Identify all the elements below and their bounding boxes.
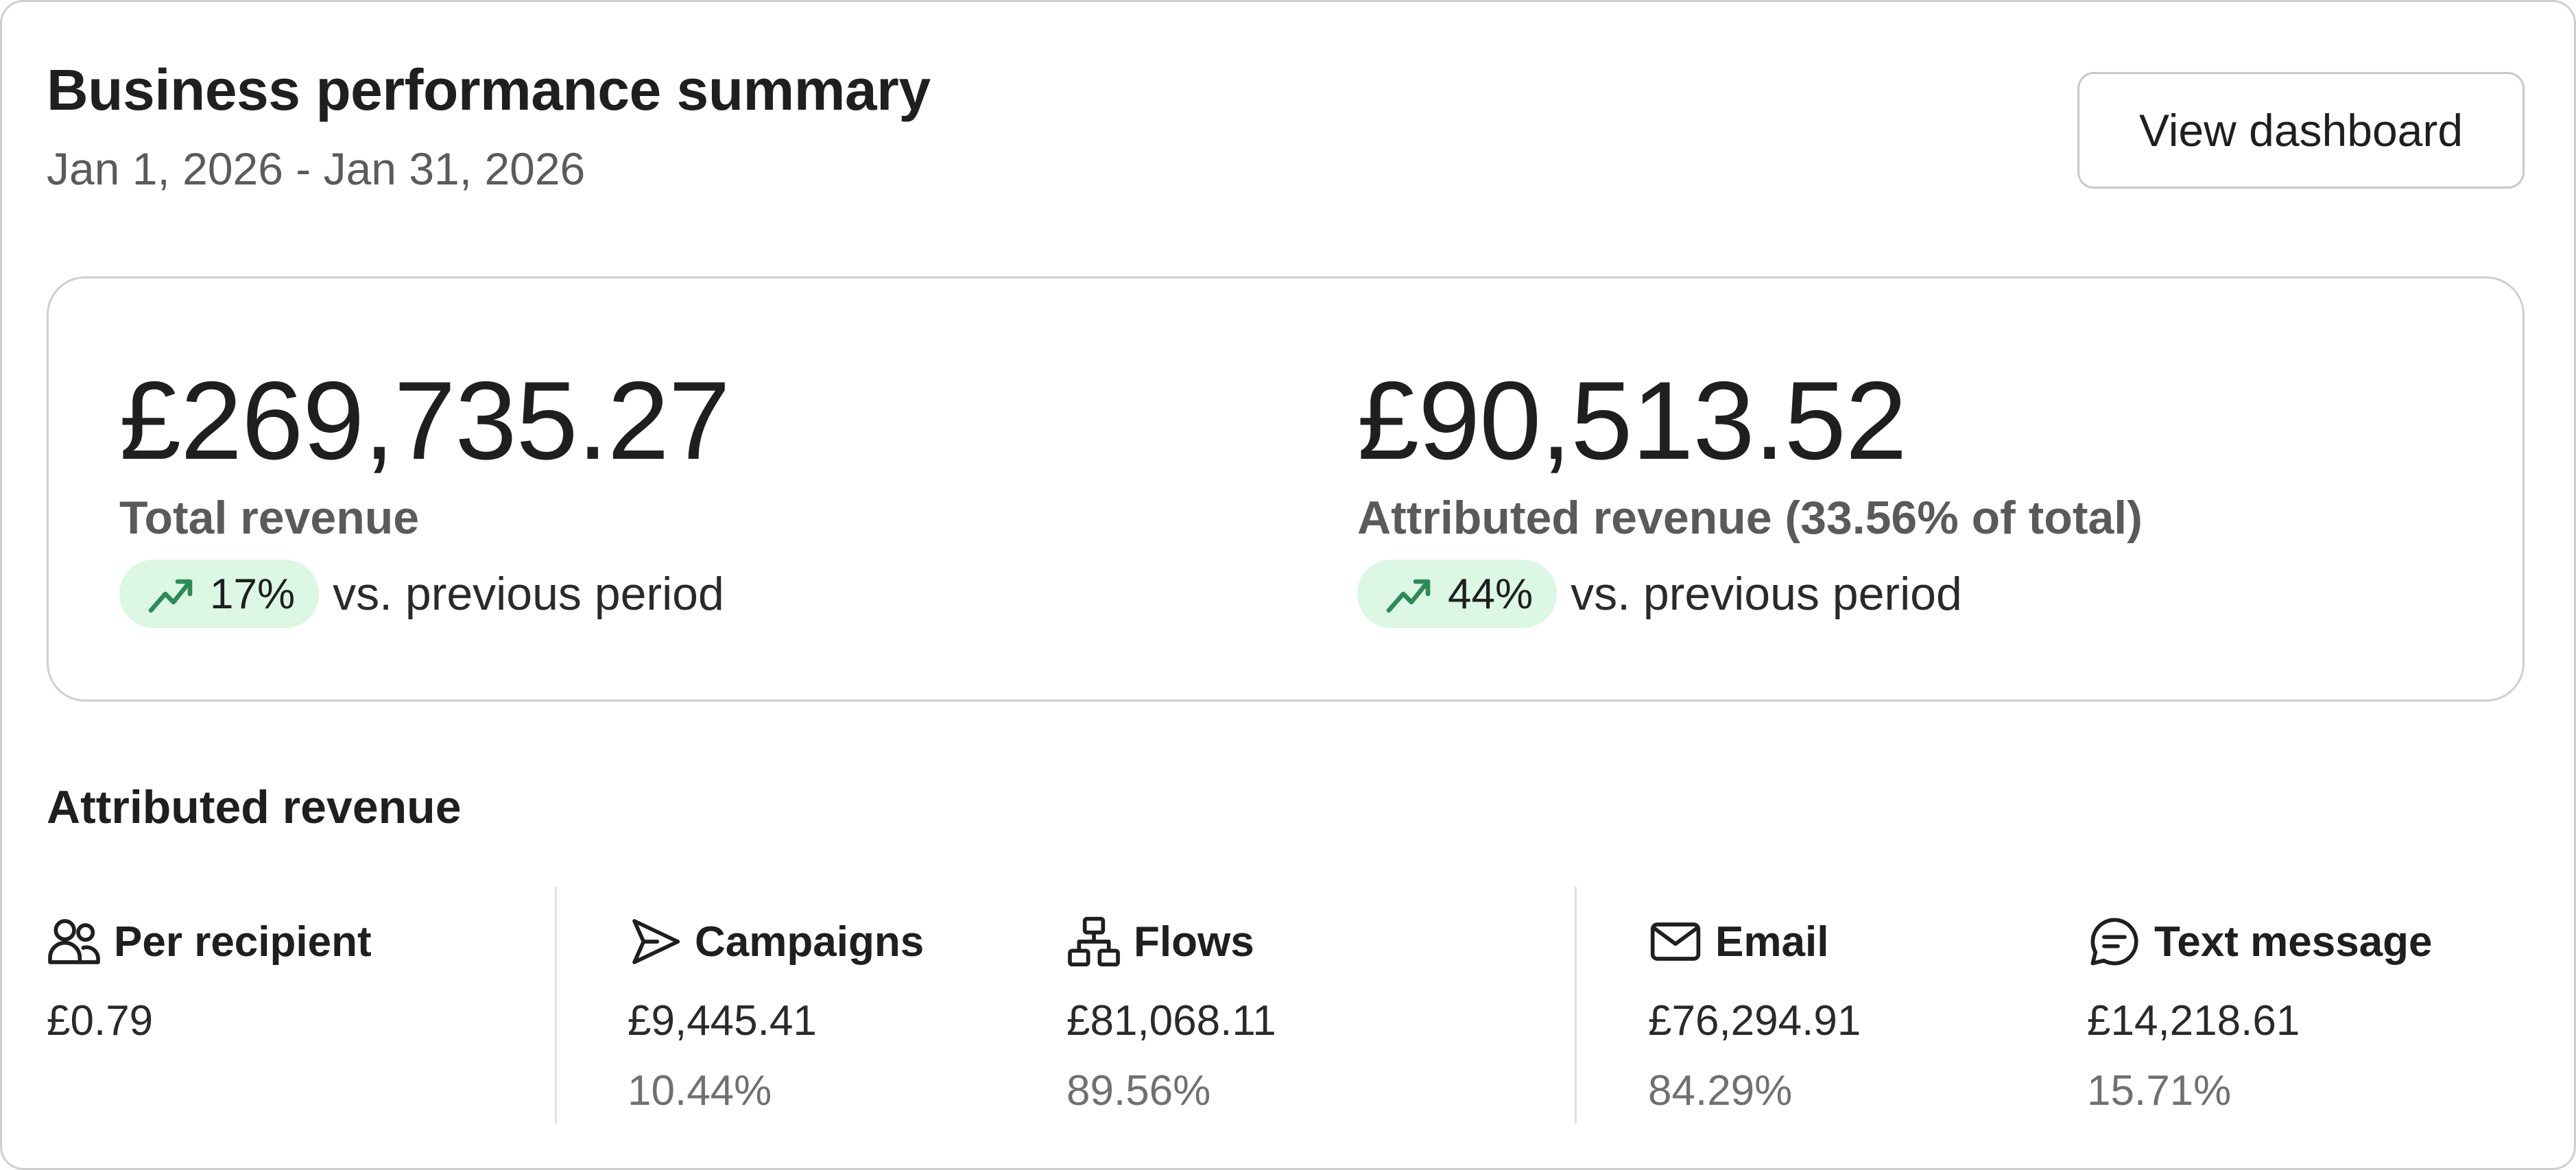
stat-per-recipient: Per recipient £0.79	[47, 914, 372, 1045]
trending-up-icon	[1386, 579, 1431, 613]
chat-icon	[2090, 918, 2138, 966]
date-range: Jan 1, 2026 - Jan 31, 2026	[47, 143, 586, 194]
stat-value: £9,445.41	[628, 997, 817, 1044]
change-percent: 17%	[210, 570, 296, 618]
attributed-revenue-value: £90,513.52	[1357, 359, 1907, 483]
attributed-revenue-change: 44% vs. previous period	[1357, 560, 1962, 628]
stat-percent: 15.71%	[2087, 1067, 2232, 1114]
page-title: Business performance summary	[47, 58, 931, 122]
stat-value: £14,218.61	[2087, 997, 2300, 1044]
section-heading: Attributed revenue	[47, 781, 462, 833]
stat-value: £0.79	[47, 997, 154, 1044]
total-revenue-value: £269,735.27	[119, 359, 730, 483]
stat-label: Campaigns	[695, 918, 925, 966]
total-revenue-label: Total revenue	[119, 492, 420, 544]
divider	[1575, 887, 1577, 1123]
stat-label: Per recipient	[114, 918, 372, 966]
stat-text-message: Text message £14,218.61 15.71%	[2087, 914, 2433, 1114]
change-badge: 17%	[119, 560, 320, 628]
revenue-summary-box: £269,735.27 Total revenue 17% vs. previo…	[47, 276, 2525, 702]
stat-percent: 84.29%	[1648, 1067, 1793, 1114]
change-percent: 44%	[1448, 570, 1534, 618]
attributed-revenue-label: Attributed revenue (33.56% of total)	[1357, 492, 2143, 544]
send-icon	[632, 919, 680, 964]
stat-percent: 89.56%	[1066, 1067, 1211, 1114]
stat-label: Text message	[2154, 918, 2433, 966]
total-revenue-change: 17% vs. previous period	[119, 560, 724, 628]
comparison-text: vs. previous period	[333, 568, 724, 620]
stat-percent: 10.44%	[628, 1067, 772, 1114]
stat-value: £81,068.11	[1066, 997, 1276, 1044]
stat-label: Email	[1715, 918, 1829, 966]
divider	[555, 887, 557, 1123]
flow-icon	[1068, 916, 1120, 967]
mail-icon	[1650, 922, 1701, 961]
change-badge: 44%	[1357, 560, 1558, 628]
view-dashboard-button[interactable]: View dashboard	[2077, 72, 2525, 189]
stat-campaigns: Campaigns £9,445.41 10.44%	[628, 914, 925, 1115]
users-icon	[48, 919, 100, 964]
stat-flows: Flows £81,068.11 89.56%	[1066, 914, 1276, 1114]
comparison-text: vs. previous period	[1571, 568, 1962, 620]
trending-up-icon	[148, 579, 193, 613]
stat-label: Flows	[1134, 918, 1254, 966]
stat-email: Email £76,294.91 84.29%	[1648, 914, 1861, 1115]
stat-value: £76,294.91	[1648, 997, 1861, 1044]
